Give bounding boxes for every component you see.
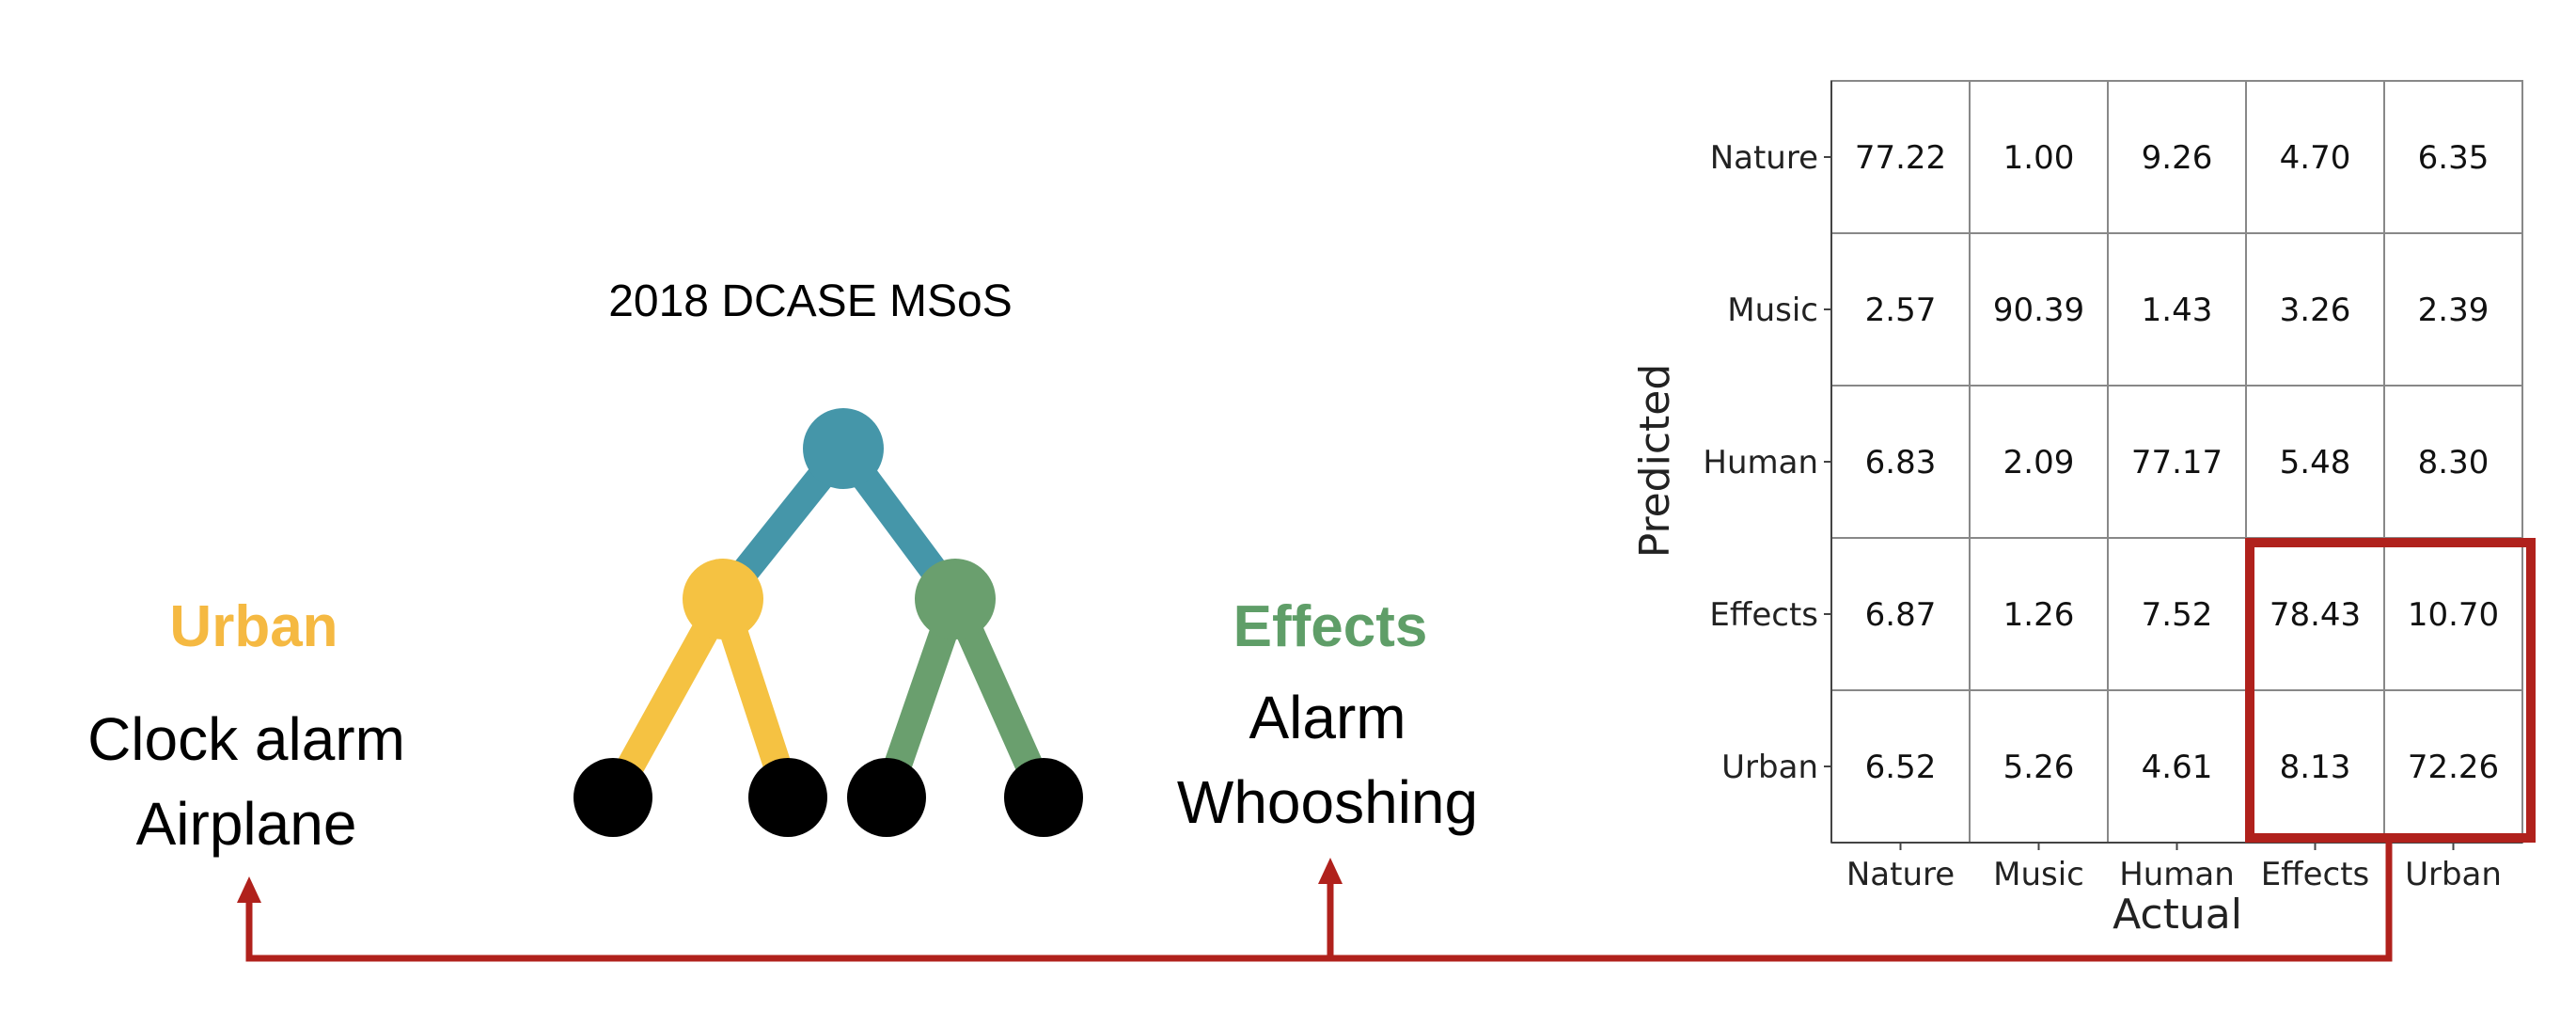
cell-value: 10.70 [2408, 596, 2499, 634]
matrix-cell [2245, 689, 2385, 844]
cell-value: 3.26 [2280, 292, 2351, 329]
arrowhead-effects [1318, 858, 1343, 884]
cell-value: 90.39 [1993, 292, 2084, 329]
y-axis-label: Predicted [1631, 364, 1679, 559]
matrix-cell [2383, 80, 2523, 234]
leaf-node-3 [847, 758, 926, 837]
cell-value: 2.39 [2418, 292, 2490, 329]
cell-value: 4.61 [2142, 749, 2213, 786]
root-node [803, 408, 884, 489]
cell-value: 6.52 [1865, 749, 1937, 786]
cell-value: 9.26 [2142, 139, 2213, 177]
matrix-cell [2383, 232, 2523, 387]
urban-node [683, 559, 763, 639]
matrix-cell [1830, 232, 1971, 387]
leaf-node-2 [748, 758, 827, 837]
matrix-cell [2245, 80, 2385, 234]
y-tick-label: Music [1727, 292, 1818, 329]
urban-label: Urban [169, 594, 338, 659]
taxonomy-tree [573, 408, 1083, 837]
matrix-cell [2107, 689, 2247, 844]
effects-example-2: Whooshing [1177, 768, 1478, 836]
connector-line-urban [245, 838, 2393, 962]
matrix-cell [2107, 537, 2247, 691]
urban-example-1: Clock alarm [87, 705, 405, 773]
cell-value: 2.09 [2003, 444, 2075, 481]
confusion-matrix: 77.22 1.00 9.26 4.70 6.35 2.57 90.39 1.43 3.26 2.… [1703, 80, 2523, 893]
matrix-cell [2107, 232, 2247, 387]
matrix-cell [1830, 385, 1971, 539]
effects-label: Effects [1233, 594, 1428, 659]
cell-value: 7.52 [2142, 596, 2213, 634]
matrix-cell [1969, 385, 2109, 539]
matrix-cell [2383, 537, 2523, 691]
cell-value: 1.00 [2003, 139, 2075, 177]
matrix-cell [2107, 385, 2247, 539]
x-axis-label: Actual [2113, 891, 2242, 939]
cell-value: 2.57 [1865, 292, 1937, 329]
arrowhead-urban [237, 876, 261, 903]
cell-value: 8.13 [2280, 749, 2351, 786]
leaf-node-4 [1004, 758, 1083, 837]
y-tick-label: Nature [1710, 139, 1818, 177]
cell-value: 6.87 [1865, 596, 1937, 634]
y-tick-label: Human [1703, 444, 1818, 481]
cell-value: 78.43 [2270, 596, 2361, 634]
matrix-cell [2383, 689, 2523, 844]
cell-value: 1.43 [2142, 292, 2213, 329]
x-tick-label: Nature [1846, 856, 1955, 893]
matrix-cell [2383, 385, 2523, 539]
matrix-cell [2245, 385, 2385, 539]
cell-value: 6.35 [2418, 139, 2490, 177]
matrix-cell [1969, 232, 2109, 387]
effects-example-1: Alarm [1249, 684, 1406, 751]
x-tick-label: Effects [2261, 856, 2370, 893]
leaf-node-1 [573, 758, 652, 837]
dataset-title: 2018 DCASE MSoS [608, 276, 1013, 326]
effects-node [915, 559, 996, 639]
x-tick-label: Human [2119, 856, 2235, 893]
cell-value: 5.48 [2280, 444, 2351, 481]
cell-value: 77.22 [1855, 139, 1946, 177]
matrix-cell [1969, 537, 2109, 691]
urban-example-2: Airplane [136, 790, 357, 858]
cell-value: 72.26 [2408, 749, 2499, 786]
x-tick-label: Music [1993, 856, 2084, 893]
matrix-cell [1830, 689, 1971, 844]
y-tick-label: Urban [1721, 749, 1818, 786]
connector-arrows [237, 838, 2393, 962]
x-tick-label: Urban [2405, 856, 2502, 893]
cell-value: 4.70 [2280, 139, 2351, 177]
y-tick-label: Effects [1709, 596, 1818, 634]
cell-value: 8.30 [2418, 444, 2490, 481]
cell-value: 77.17 [2131, 444, 2223, 481]
cell-value: 1.26 [2003, 596, 2075, 634]
cell-value: 5.26 [2003, 749, 2075, 786]
cell-value: 6.83 [1865, 444, 1937, 481]
